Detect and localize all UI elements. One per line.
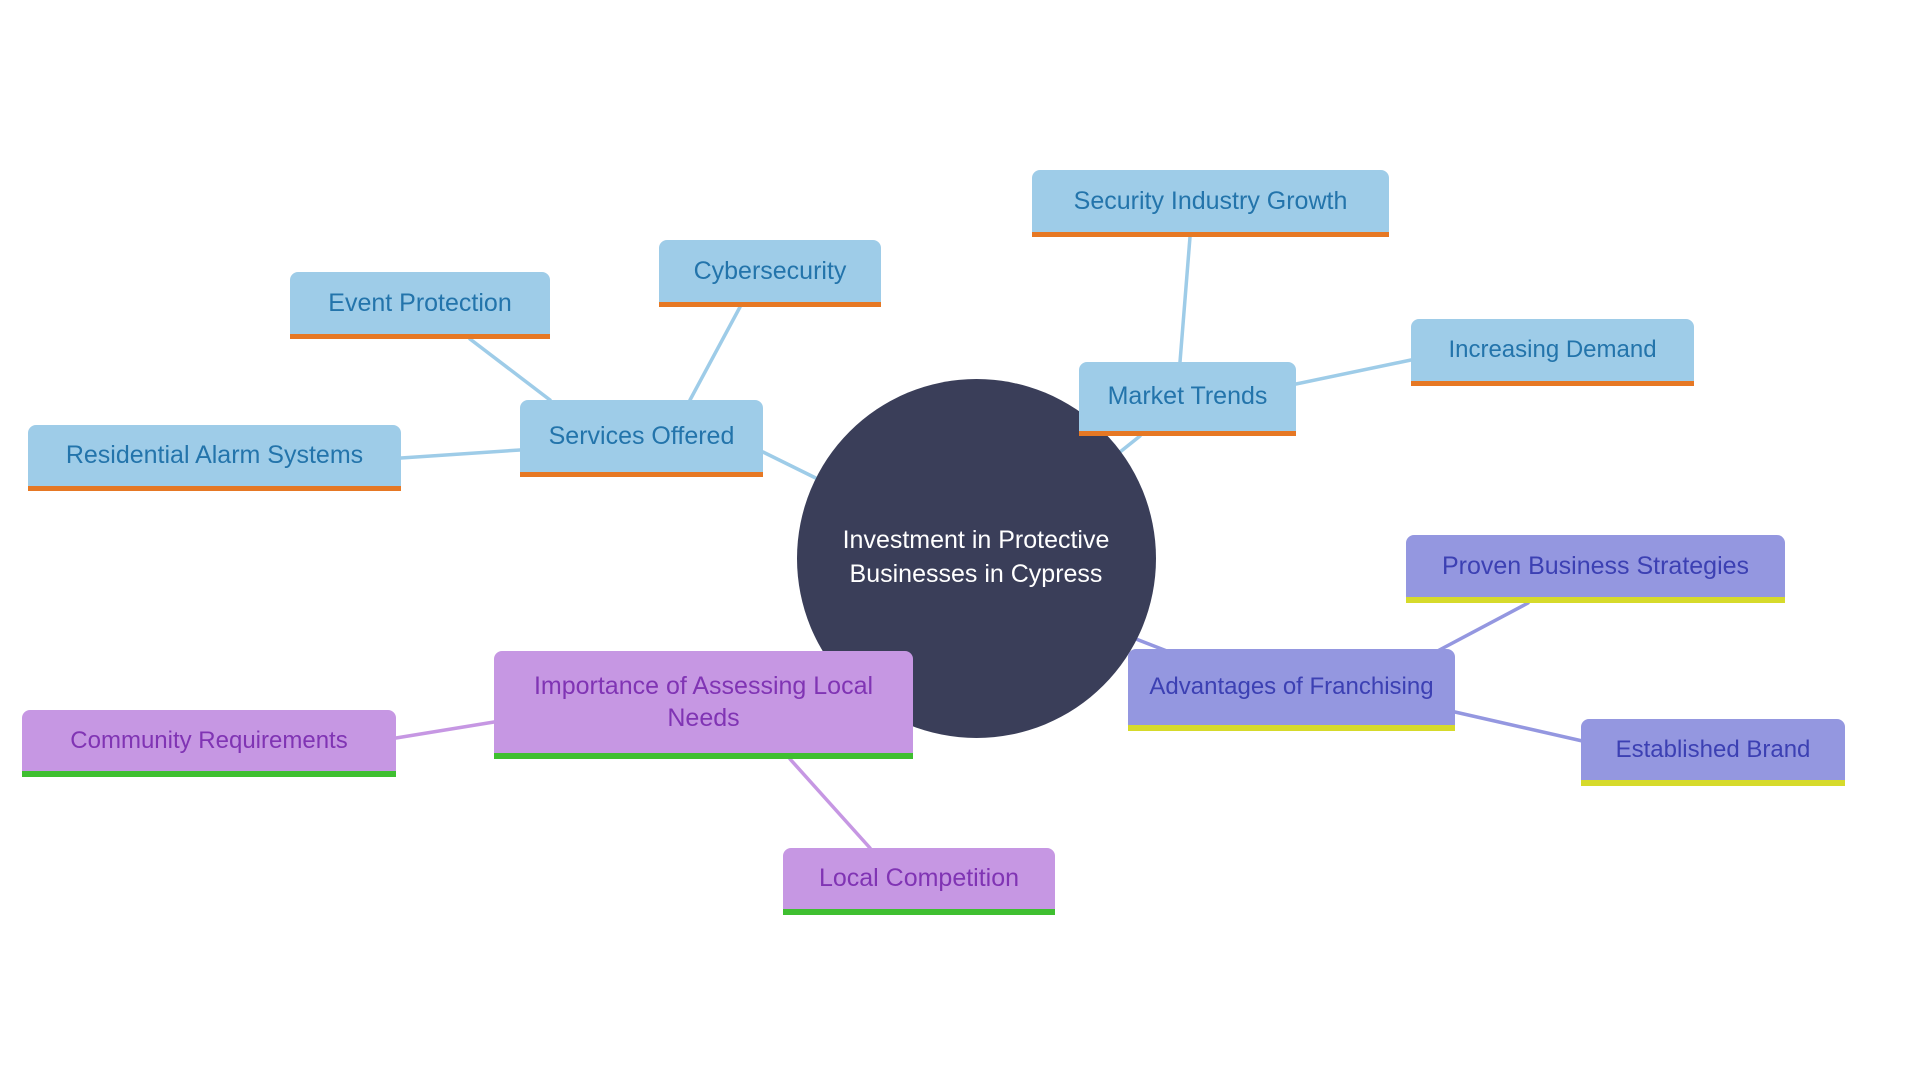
node-label: Local Competition <box>819 862 1019 895</box>
node-competition: Local Competition <box>783 848 1055 915</box>
node-community: Community Requirements <box>22 710 396 777</box>
node-label: Advantages of Franchising <box>1149 671 1433 702</box>
node-label: Importance of Assessing Local Needs <box>508 670 899 735</box>
node-strategies: Proven Business Strategies <box>1406 535 1785 603</box>
node-label: Market Trends <box>1108 380 1268 413</box>
node-services: Services Offered <box>520 400 763 477</box>
node-label: Proven Business Strategies <box>1442 550 1749 583</box>
node-label: Security Industry Growth <box>1074 185 1348 218</box>
center-node-label: Investment in Protective Businesses in C… <box>817 524 1136 592</box>
node-cyber: Cybersecurity <box>659 240 881 307</box>
node-demand: Increasing Demand <box>1411 319 1694 386</box>
node-market: Market Trends <box>1079 362 1296 436</box>
node-label: Established Brand <box>1616 734 1811 765</box>
node-label: Residential Alarm Systems <box>66 439 363 472</box>
node-label: Increasing Demand <box>1448 334 1656 365</box>
node-brand: Established Brand <box>1581 719 1845 786</box>
node-growth: Security Industry Growth <box>1032 170 1389 237</box>
node-franchise: Advantages of Franchising <box>1128 649 1455 731</box>
node-label: Community Requirements <box>70 725 347 756</box>
node-local: Importance of Assessing Local Needs <box>494 651 913 759</box>
node-label: Event Protection <box>328 287 511 320</box>
node-label: Services Offered <box>549 420 735 453</box>
node-event: Event Protection <box>290 272 550 339</box>
node-alarm: Residential Alarm Systems <box>28 425 401 491</box>
node-label: Cybersecurity <box>694 255 847 288</box>
